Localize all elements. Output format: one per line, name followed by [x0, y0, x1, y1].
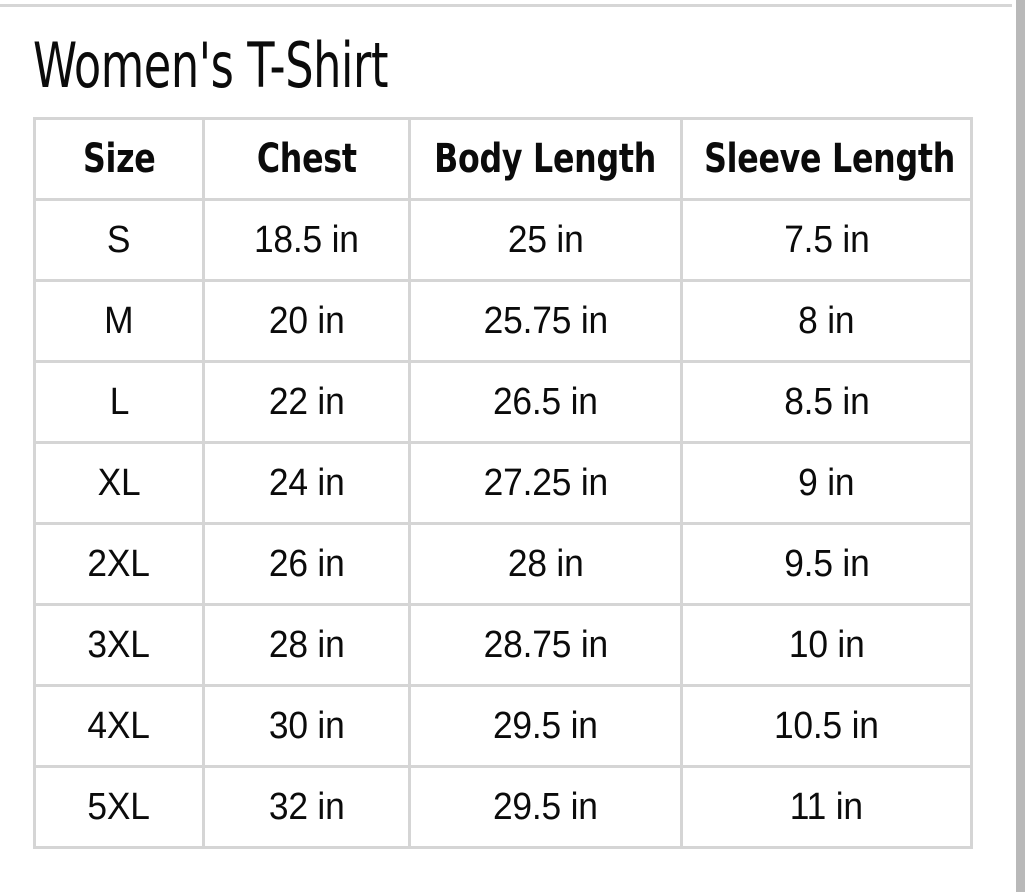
cell-chest-value: 24 in	[268, 461, 345, 504]
cell-sleeve-length: 7.5 in	[680, 198, 973, 282]
cell-body-length: 25 in	[408, 198, 683, 282]
table-row: 3XL 28 in 28.75 in 10 in	[33, 603, 973, 687]
cell-size: XL	[33, 441, 205, 525]
cell-body-length-value: 27.25 in	[483, 461, 608, 504]
column-header-chest: Chest	[202, 117, 411, 201]
cell-sleeve-length-value: 10.5 in	[774, 704, 879, 747]
cell-chest-value: 18.5 in	[254, 218, 359, 261]
table-header-row: Size Chest Body Length Sleeve Length	[33, 117, 973, 201]
table-row: L 22 in 26.5 in 8.5 in	[33, 360, 973, 444]
cell-size: S	[33, 198, 205, 282]
column-header-body-length: Body Length	[408, 117, 683, 201]
vertical-scrollbar-thumb[interactable]	[1016, 0, 1025, 892]
cell-sleeve-length: 8.5 in	[680, 360, 973, 444]
cell-sleeve-length-value: 9.5 in	[783, 542, 870, 585]
cell-body-length: 26.5 in	[408, 360, 683, 444]
table-row: S 18.5 in 25 in 7.5 in	[33, 198, 973, 282]
cell-size-value: 2XL	[87, 542, 151, 585]
cell-sleeve-length-value: 8.5 in	[783, 380, 870, 423]
cell-body-length: 28 in	[408, 522, 683, 606]
cell-size-value: S	[107, 218, 131, 261]
cell-chest: 22 in	[202, 360, 411, 444]
cell-size-value: XL	[97, 461, 141, 504]
cell-sleeve-length: 10.5 in	[680, 684, 973, 768]
cell-size: 2XL	[33, 522, 205, 606]
cell-body-length-value: 25 in	[507, 218, 584, 261]
vertical-scrollbar-track[interactable]	[1013, 0, 1025, 892]
cell-sleeve-length: 9 in	[680, 441, 973, 525]
cell-chest: 26 in	[202, 522, 411, 606]
cell-chest-value: 22 in	[268, 380, 345, 423]
cell-chest: 30 in	[202, 684, 411, 768]
cell-chest-value: 32 in	[268, 785, 345, 828]
size-chart-table: Size Chest Body Length Sleeve Length S 1…	[33, 117, 973, 849]
cell-sleeve-length: 11 in	[680, 765, 973, 849]
cell-size: 4XL	[33, 684, 205, 768]
cell-body-length: 28.75 in	[408, 603, 683, 687]
cell-size-value: L	[109, 380, 129, 423]
cell-size-value: 5XL	[87, 785, 151, 828]
page-title: Women's T-Shirt	[33, 29, 389, 102]
cell-body-length-value: 29.5 in	[493, 704, 598, 747]
cell-sleeve-length: 9.5 in	[680, 522, 973, 606]
cell-size: 5XL	[33, 765, 205, 849]
cell-chest-value: 30 in	[268, 704, 345, 747]
cell-body-length: 27.25 in	[408, 441, 683, 525]
cell-size: 3XL	[33, 603, 205, 687]
cell-body-length-value: 28.75 in	[483, 623, 608, 666]
column-header-sleeve-length-label: Sleeve Length	[704, 136, 956, 182]
column-header-size: Size	[33, 117, 205, 201]
cell-sleeve-length-value: 8 in	[798, 299, 855, 342]
cell-chest-value: 28 in	[268, 623, 345, 666]
cell-size: L	[33, 360, 205, 444]
cell-size: M	[33, 279, 205, 363]
top-divider-rule	[0, 4, 1012, 7]
table-row: M 20 in 25.75 in 8 in	[33, 279, 973, 363]
cell-chest: 18.5 in	[202, 198, 411, 282]
cell-sleeve-length-value: 11 in	[789, 785, 864, 828]
table-row: 4XL 30 in 29.5 in 10.5 in	[33, 684, 973, 768]
cell-sleeve-length: 8 in	[680, 279, 973, 363]
cell-body-length-value: 25.75 in	[483, 299, 608, 342]
column-header-size-label: Size	[82, 136, 156, 182]
cell-body-length: 25.75 in	[408, 279, 683, 363]
cell-body-length: 29.5 in	[408, 684, 683, 768]
cell-body-length: 29.5 in	[408, 765, 683, 849]
table-row: 2XL 26 in 28 in 9.5 in	[33, 522, 973, 606]
table-row: 5XL 32 in 29.5 in 11 in	[33, 765, 973, 849]
cell-sleeve-length-value: 9 in	[798, 461, 855, 504]
cell-body-length-value: 28 in	[507, 542, 584, 585]
cell-chest-value: 26 in	[268, 542, 345, 585]
cell-sleeve-length-value: 7.5 in	[783, 218, 870, 261]
column-header-chest-label: Chest	[256, 136, 357, 182]
cell-body-length-value: 29.5 in	[493, 785, 598, 828]
cell-chest: 24 in	[202, 441, 411, 525]
table-row: XL 24 in 27.25 in 9 in	[33, 441, 973, 525]
cell-sleeve-length-value: 10 in	[788, 623, 865, 666]
cell-sleeve-length: 10 in	[680, 603, 973, 687]
cell-size-value: 3XL	[87, 623, 151, 666]
cell-chest-value: 20 in	[268, 299, 345, 342]
cell-chest: 32 in	[202, 765, 411, 849]
column-header-sleeve-length: Sleeve Length	[680, 117, 973, 201]
column-header-body-length-label: Body Length	[434, 136, 657, 182]
cell-size-value: 4XL	[87, 704, 151, 747]
cell-size-value: M	[104, 299, 134, 342]
cell-body-length-value: 26.5 in	[493, 380, 598, 423]
cell-chest: 20 in	[202, 279, 411, 363]
cell-chest: 28 in	[202, 603, 411, 687]
